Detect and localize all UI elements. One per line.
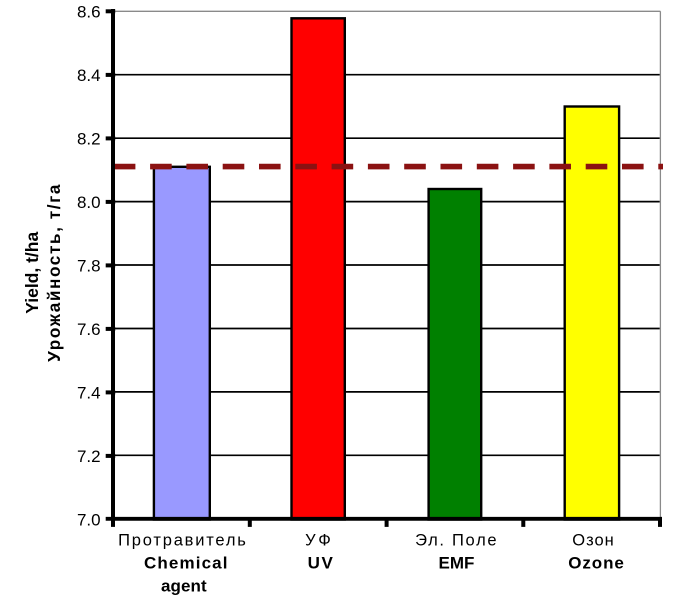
svg-text:7.4: 7.4 [77, 384, 101, 403]
svg-text:Протравитель: Протравитель [118, 532, 248, 550]
svg-text:Урожайность, т/га: Урожайность, т/га [44, 183, 64, 362]
svg-text:УФ: УФ [305, 532, 334, 550]
svg-text:UV: UV [308, 554, 335, 573]
svg-text:7.2: 7.2 [77, 447, 101, 466]
svg-text:8.4: 8.4 [77, 66, 101, 85]
svg-text:7.6: 7.6 [77, 320, 101, 339]
svg-text:Эл. Поле: Эл. Поле [415, 532, 498, 550]
svg-text:8.6: 8.6 [77, 3, 101, 22]
svg-text:Озон: Озон [572, 532, 615, 550]
svg-text:Ozone: Ozone [568, 554, 624, 573]
svg-text:8.0: 8.0 [77, 193, 101, 212]
svg-text:agent: agent [161, 577, 207, 596]
svg-text:Chemical: Chemical [144, 554, 229, 573]
svg-text:7.8: 7.8 [77, 257, 101, 276]
svg-text:Yield, t/ha: Yield, t/ha [22, 232, 42, 314]
svg-text:EMF: EMF [439, 554, 475, 573]
svg-text:7.0: 7.0 [77, 511, 101, 530]
svg-text:8.2: 8.2 [77, 130, 101, 149]
